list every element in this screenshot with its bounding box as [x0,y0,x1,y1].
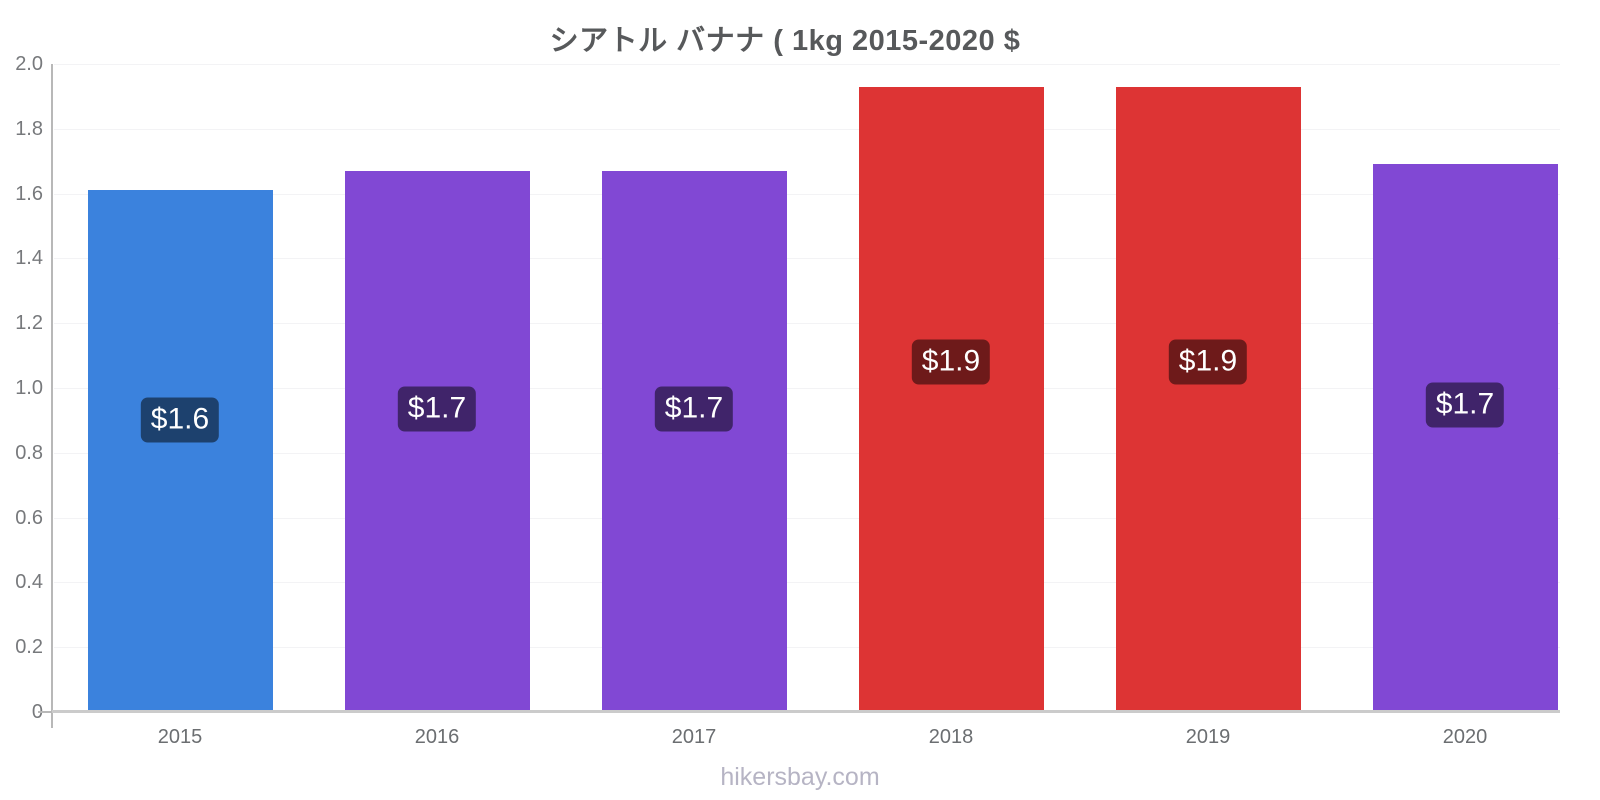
x-axis-label: 2015 [157,726,203,748]
watermark: hikersbay.com [720,763,880,791]
y-axis-tick-label: 1.4 [15,247,43,269]
bar-2019 [1116,87,1301,712]
y-axis-tick-label: 0.6 [15,507,43,529]
bar-2017 [602,171,787,712]
gridline [54,258,1560,259]
y-axis-tick-label: 1.2 [15,312,43,334]
gridline [54,64,1560,65]
zero-tick-mark [38,711,52,713]
gridline [54,647,1560,648]
gridline [54,388,1560,389]
x-axis-label: 2018 [928,726,974,748]
bar-value-label: $1.9 [1168,339,1248,385]
x-axis-label: 2017 [671,726,717,748]
bar-2016 [345,171,530,712]
bar-value-label: $1.7 [397,386,477,432]
y-axis-tick-label: 0.8 [15,442,43,464]
y-axis-tick-label: 0.2 [15,636,43,658]
y-axis-line [51,64,53,728]
y-axis-tick-label: 1.6 [15,183,43,205]
y-axis-tick-label: 0 [0,700,43,724]
x-axis-line [52,710,1560,713]
gridline [54,129,1560,130]
y-axis-tick-label: 0.4 [15,571,43,593]
bar-value-label: $1.6 [140,397,220,443]
bar-value-label: $1.9 [911,339,991,385]
gridline [54,323,1560,324]
y-axis-tick-label: 2.0 [15,53,43,75]
gridline [54,582,1560,583]
bar-value-label: $1.7 [1425,382,1505,428]
y-axis-tick-label: 1.0 [15,377,43,399]
chart-title: シアトル バナナ ( 1kg 2015-2020 $ [549,25,1021,57]
gridline [54,194,1560,195]
x-axis-label: 2020 [1442,726,1488,748]
bar-2020 [1373,164,1558,712]
bar-2018 [859,87,1044,712]
gridline [54,453,1560,454]
bar-2015 [88,190,273,712]
bar-value-label: $1.7 [654,386,734,432]
y-axis-tick-label: 1.8 [15,118,43,140]
x-axis-label: 2019 [1185,726,1231,748]
x-axis-label: 2016 [414,726,460,748]
gridline [54,518,1560,519]
